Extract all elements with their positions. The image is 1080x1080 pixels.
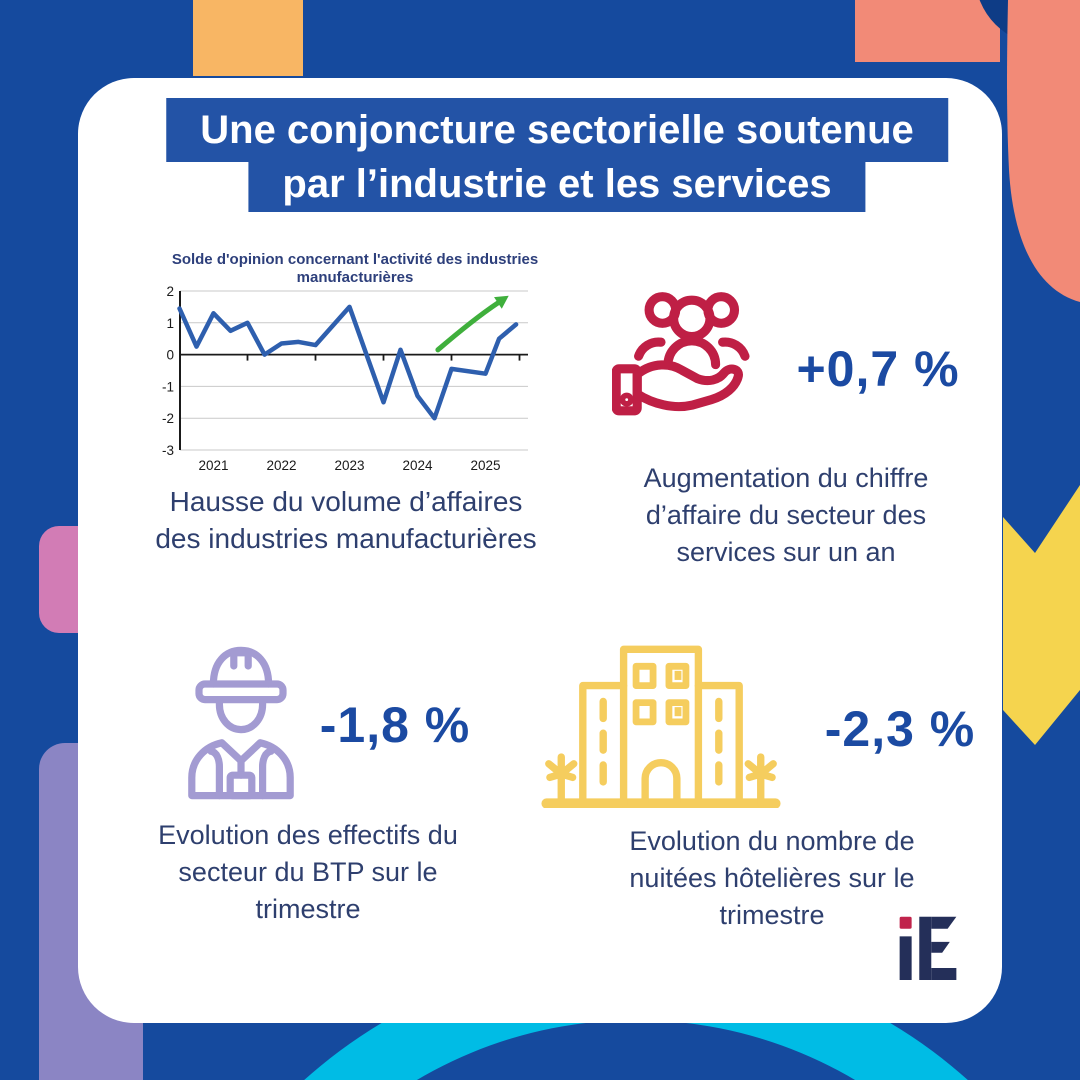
svg-text:-1: -1 [162, 379, 174, 394]
svg-text:2: 2 [166, 284, 174, 299]
hand-holding-people-icon [612, 283, 780, 435]
svg-text:-2: -2 [162, 411, 174, 426]
content-card [78, 78, 1002, 1023]
caption-line: trimestre [255, 894, 361, 924]
svg-text:2025: 2025 [470, 458, 500, 473]
stat-caption-industrie: Hausse du volume d’affaires des industri… [155, 483, 536, 557]
chart-canvas: Solde d'opinion concernant l'activité de… [162, 251, 538, 473]
caption-line: Evolution des effectifs du [158, 820, 458, 850]
stat-value-btp: -1,8 % [319, 697, 471, 753]
chart-title-line1: Solde d'opinion concernant l'activité de… [172, 251, 538, 268]
manufacturing-opinion-chart: Solde d'opinion concernant l'activité de… [140, 248, 540, 483]
stat-caption-hotellerie: Evolution du nombre de nuitées hôtelière… [629, 823, 914, 934]
stat-caption-btp: Evolution des effectifs du secteur du BT… [158, 817, 458, 928]
svg-text:2024: 2024 [402, 458, 433, 473]
ie-logo [893, 908, 963, 980]
svg-text:-3: -3 [162, 443, 174, 458]
caption-line: services sur un an [676, 537, 896, 567]
svg-text:2022: 2022 [266, 458, 296, 473]
stat-value-services: +0,7 % [796, 341, 960, 397]
caption-line: d’affaire du secteur des [645, 500, 927, 530]
caption-line: des industries manufacturières [155, 523, 537, 554]
salmon-corner-blob-shape [1007, 0, 1080, 302]
caption-line: trimestre [719, 900, 825, 930]
yellow-chevron-shape [1003, 485, 1080, 745]
chart-plot-area: 2 1 0 -1 -2 -3 2021 2022 2023 2024 2025 [162, 284, 528, 473]
svg-text:2023: 2023 [334, 458, 364, 473]
caption-line: nuitées hôtelières sur le [629, 863, 915, 893]
svg-text:1: 1 [166, 316, 174, 331]
caption-line: Hausse du volume d’affaires [169, 486, 523, 517]
orange-bar-shape [193, 0, 303, 76]
svg-text:2021: 2021 [198, 458, 228, 473]
caption-line: Augmentation du chiffre [643, 463, 929, 493]
salmon-bar-shape [855, 0, 1000, 62]
stat-value-hotellerie: -2,3 % [824, 701, 976, 757]
construction-worker-icon [175, 630, 307, 810]
caption-line: secteur du BTP sur le [178, 857, 438, 887]
stat-caption-services: Augmentation du chiffre d’affaire du sec… [644, 460, 929, 571]
svg-text:0: 0 [166, 348, 174, 363]
page-title-line2: par l’industrie et les services [248, 162, 866, 212]
hotel-building-icon [535, 638, 787, 808]
page-title-line1: Une conjoncture sectorielle soutenue [166, 98, 948, 162]
caption-line: Evolution du nombre de [629, 826, 915, 856]
chart-title-line2: manufacturières [297, 269, 414, 286]
